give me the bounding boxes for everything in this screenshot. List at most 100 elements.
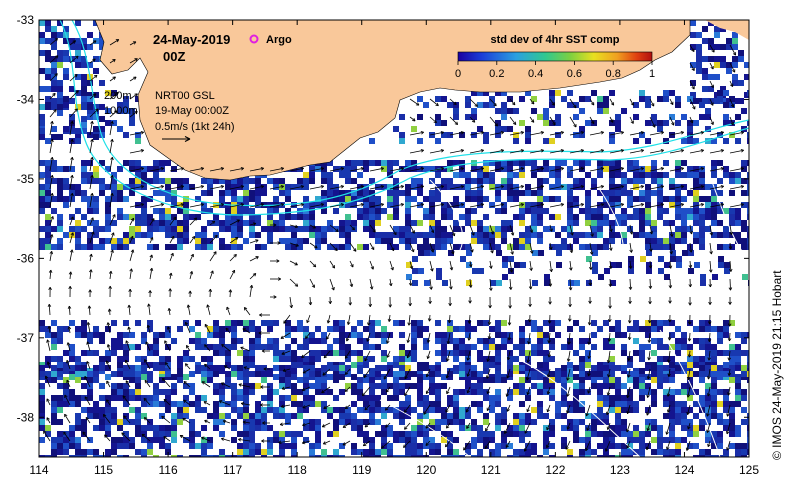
sst-cell — [339, 332, 345, 338]
current-vector — [49, 175, 53, 190]
current-vector-head — [249, 284, 254, 289]
current-vector — [629, 203, 644, 208]
current-vector — [249, 223, 257, 226]
sst-cell — [603, 437, 609, 443]
current-vector — [309, 278, 315, 288]
sst-cell — [657, 371, 663, 377]
ssh-contour — [659, 329, 721, 457]
sst-cell — [537, 208, 543, 214]
sst-cell — [171, 196, 177, 202]
sst-cell — [729, 178, 735, 184]
sst-cell — [507, 196, 513, 202]
sst-cell — [99, 116, 105, 122]
sst-cell — [351, 190, 357, 196]
sst-cell — [399, 437, 405, 443]
sst-cell — [693, 166, 699, 172]
colorbar-title: std dev of 4hr SST comp — [491, 34, 620, 46]
sst-cell — [483, 362, 489, 368]
sst-cell — [645, 196, 651, 202]
sst-cell — [87, 413, 93, 419]
sst-cell — [207, 413, 213, 419]
sst-cell — [357, 338, 363, 344]
sst-cell — [81, 86, 87, 92]
sst-cell — [519, 208, 525, 214]
current-vector-head — [200, 184, 204, 189]
current-vector — [689, 98, 696, 110]
sst-cell — [741, 202, 747, 208]
sst-cell — [483, 377, 489, 383]
sst-cell — [399, 332, 405, 338]
sst-cell — [714, 26, 720, 32]
sst-cell — [153, 401, 159, 407]
current-vector — [589, 185, 604, 190]
sst-cell — [369, 413, 375, 419]
sst-cell — [225, 455, 231, 457]
current-vector — [169, 253, 174, 262]
sst-cell — [321, 226, 327, 232]
current-vector-head — [688, 302, 692, 306]
sst-cell — [105, 220, 111, 226]
current-vector-head — [689, 231, 693, 235]
sst-cell — [747, 202, 749, 208]
sst-cell — [489, 344, 495, 350]
sst-cell — [501, 413, 507, 419]
sst-cell — [231, 332, 237, 338]
sst-cell — [405, 449, 411, 455]
sst-cell — [279, 431, 285, 437]
current-vector-head — [726, 413, 730, 417]
sst-cell — [249, 443, 255, 449]
sst-cell — [435, 96, 441, 102]
sst-cell — [75, 449, 81, 455]
current-vector-head — [87, 305, 92, 309]
sst-cell — [735, 389, 741, 395]
current-vector — [243, 366, 251, 370]
sst-cell — [243, 350, 249, 356]
sst-cell — [189, 214, 195, 220]
sst-cell — [657, 377, 663, 383]
current-vector-head — [70, 232, 75, 236]
sst-cell — [615, 407, 621, 413]
current-vector — [163, 398, 171, 406]
sst-cell — [369, 138, 375, 144]
current-vector — [189, 271, 193, 280]
sst-cell — [333, 449, 339, 455]
current-vector-head — [566, 393, 570, 397]
current-vector-head — [328, 300, 333, 304]
sst-cell — [447, 184, 453, 190]
sst-cell — [87, 62, 93, 68]
sst-cell — [345, 332, 351, 338]
sst-cell — [495, 350, 501, 356]
current-vector — [362, 386, 371, 397]
current-vector — [229, 237, 239, 244]
sst-cell — [735, 208, 741, 214]
current-vector-head — [302, 405, 306, 409]
sst-cell — [675, 365, 681, 371]
sst-cell — [405, 443, 411, 449]
sst-cell — [39, 208, 45, 214]
sst-cell — [273, 413, 279, 419]
sst-cell — [177, 368, 183, 374]
sst-cell — [489, 232, 495, 238]
sst-cell — [393, 214, 399, 220]
sst-cell — [693, 208, 699, 214]
sst-cell — [555, 114, 561, 120]
sst-cell — [297, 431, 303, 437]
current-vector — [189, 217, 197, 226]
sst-cell — [639, 395, 645, 401]
sst-cell — [105, 419, 111, 425]
sst-cell — [207, 326, 213, 332]
sst-cell — [555, 178, 561, 184]
current-vector — [69, 232, 74, 244]
sst-cell — [675, 326, 681, 332]
current-vector-head — [430, 249, 435, 253]
sst-cell — [519, 431, 525, 437]
sst-cell — [45, 190, 51, 196]
sst-cell — [297, 362, 303, 368]
current-vector-head — [573, 124, 577, 128]
current-vector-head — [67, 305, 72, 309]
current-vector — [489, 167, 504, 172]
sst-cell — [159, 178, 165, 184]
sst-cell — [75, 413, 81, 419]
sst-cell — [129, 178, 135, 184]
sst-cell — [303, 214, 309, 220]
